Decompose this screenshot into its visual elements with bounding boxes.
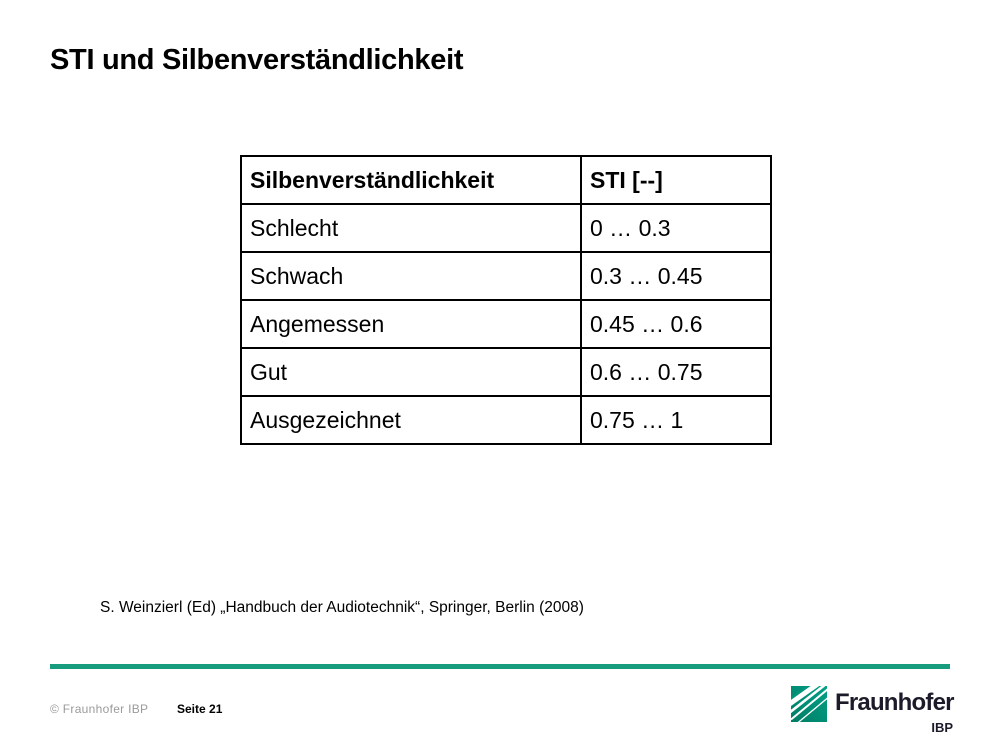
table-row: Angemessen 0.45 … 0.6 (240, 299, 772, 349)
fraunhofer-logo-text: Fraunhofer IBP (835, 686, 954, 735)
table-cell-value: 0.6 … 0.75 (580, 347, 772, 397)
fraunhofer-logo: Fraunhofer IBP (791, 686, 956, 738)
table-row: Ausgezeichnet 0.75 … 1 (240, 395, 772, 445)
sti-table: Silbenverständlichkeit STI [--] Schlecht… (240, 155, 772, 445)
footer-page-number: Seite 21 (177, 702, 223, 716)
table-cell-value: 0.45 … 0.6 (580, 299, 772, 349)
citation-text: S. Weinzierl (Ed) „Handbuch der Audiotec… (100, 599, 584, 616)
table-cell-label: Ausgezeichnet (240, 395, 582, 445)
fraunhofer-institute-label: IBP (931, 720, 953, 735)
table-header-sti: STI [--] (580, 155, 772, 205)
fraunhofer-logo-icon (791, 686, 827, 722)
table-header-row: Silbenverständlichkeit STI [--] (240, 155, 772, 205)
table-cell-value: 0.75 … 1 (580, 395, 772, 445)
table-cell-label: Angemessen (240, 299, 582, 349)
table-row: Schwach 0.3 … 0.45 (240, 251, 772, 301)
table-header-silbenverstaendlichkeit: Silbenverständlichkeit (240, 155, 582, 205)
table-cell-label: Schlecht (240, 203, 582, 253)
table-row: Schlecht 0 … 0.3 (240, 203, 772, 253)
table-cell-label: Gut (240, 347, 582, 397)
table-cell-label: Schwach (240, 251, 582, 301)
footer-accent-line (50, 664, 950, 669)
page-title: STI und Silbenverständlichkeit (50, 44, 464, 76)
table-cell-value: 0 … 0.3 (580, 203, 772, 253)
fraunhofer-wordmark: Fraunhofer (835, 689, 954, 716)
table-cell-value: 0.3 … 0.45 (580, 251, 772, 301)
table-row: Gut 0.6 … 0.75 (240, 347, 772, 397)
footer-copyright: © Fraunhofer IBP (50, 702, 149, 716)
